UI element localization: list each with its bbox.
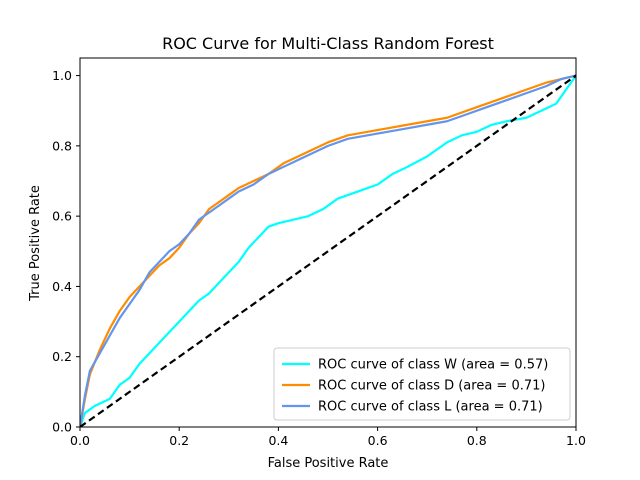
y-axis-label: True Positive Rate <box>28 185 43 302</box>
y-tick-label: 0.6 <box>52 209 72 224</box>
x-tick-label: 1.0 <box>566 433 586 448</box>
x-tick-label: 0.2 <box>169 433 189 448</box>
curves-group <box>80 74 576 427</box>
roc-curve-series-3 <box>80 74 576 427</box>
diagonal-reference-line <box>80 74 576 427</box>
plot-area: 0.0 0.2 0.4 0.6 0.8 1.0 0.0 0.2 0.4 0.6 0.8 1.0 <box>52 57 586 448</box>
x-tick-label: 0.6 <box>368 433 388 448</box>
y-tick-label: 0.8 <box>52 138 72 153</box>
y-tick-label: 0.4 <box>52 279 72 294</box>
legend-label: ROC curve of class W (area = 0.57) <box>318 358 548 373</box>
plot-frame <box>79 57 577 428</box>
x-axis-label: False Positive Rate <box>268 456 389 471</box>
chart-title: ROC Curve for Multi-Class Random Forest <box>162 34 494 53</box>
x-tick-label: 0.0 <box>70 433 90 448</box>
legend-label: ROC curve of class D (area = 0.71) <box>318 379 545 394</box>
y-tick-label: 0.2 <box>52 349 72 364</box>
y-tick-label: 0.0 <box>52 420 72 435</box>
roc-curve-series-2 <box>80 74 576 427</box>
legend: ROC curve of class W (area = 0.57) ROC cu… <box>273 347 571 421</box>
y-tick-label: 1.0 <box>52 68 72 83</box>
roc-curve-series-1 <box>80 74 576 427</box>
legend-box <box>273 347 571 421</box>
legend-label: ROC curve of class L (area = 0.71) <box>318 400 543 415</box>
x-tick-label: 0.4 <box>268 433 288 448</box>
x-tick-label: 0.8 <box>467 433 487 448</box>
